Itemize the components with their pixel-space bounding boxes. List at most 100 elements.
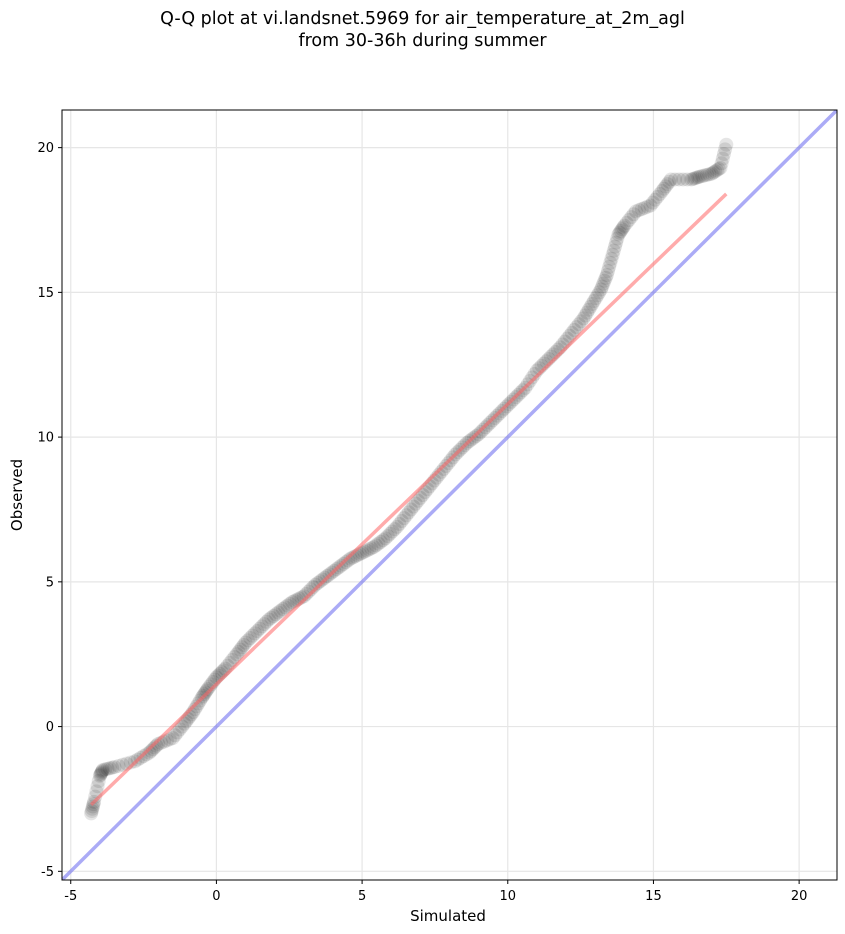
- data-point: [341, 553, 356, 568]
- data-point: [231, 644, 246, 659]
- data-point: [390, 519, 405, 534]
- data-point: [199, 683, 214, 698]
- data-point: [668, 172, 683, 187]
- data-point: [600, 263, 615, 278]
- data-point: [626, 207, 641, 222]
- data-point: [598, 270, 613, 285]
- data-point: [401, 505, 416, 520]
- data-point: [702, 167, 717, 182]
- data-point: [597, 273, 612, 288]
- data-point: [663, 172, 678, 187]
- data-point: [718, 142, 733, 157]
- data-point: [404, 502, 419, 517]
- data-point: [684, 172, 699, 187]
- y-tick-label: 20: [37, 141, 54, 156]
- x-tick-label: -5: [64, 889, 77, 904]
- fit-line-group: [89, 192, 728, 806]
- data-point: [359, 543, 374, 558]
- data-point: [716, 147, 731, 161]
- data-point: [306, 580, 321, 595]
- data-point: [686, 171, 701, 186]
- data-point: [301, 584, 316, 599]
- data-point: [602, 259, 617, 274]
- data-point: [115, 757, 130, 772]
- data-point: [628, 204, 643, 219]
- data-point: [676, 172, 691, 187]
- data-point: [595, 279, 610, 294]
- data-point: [656, 181, 671, 196]
- data-point: [162, 732, 177, 747]
- data-point: [268, 607, 283, 622]
- data-point: [609, 235, 624, 250]
- data-point: [581, 302, 596, 317]
- data-point: [571, 317, 586, 332]
- data-point: [713, 160, 728, 175]
- data-point: [406, 499, 421, 514]
- data-point: [383, 526, 398, 541]
- data-point: [107, 760, 122, 775]
- data-point: [142, 745, 157, 760]
- data-point: [170, 725, 185, 740]
- data-point: [259, 614, 274, 629]
- data-point: [362, 542, 377, 557]
- data-point: [144, 743, 159, 758]
- y-tick-label: 0: [46, 720, 54, 735]
- identity-line: [62, 110, 837, 880]
- data-point: [94, 766, 109, 781]
- data-point: [607, 239, 622, 254]
- data-point: [621, 213, 636, 227]
- data-point: [271, 605, 286, 620]
- data-point: [313, 574, 328, 589]
- data-point: [617, 218, 632, 233]
- data-point: [612, 225, 627, 240]
- data-point: [275, 602, 290, 617]
- data-point: [693, 169, 708, 184]
- data-point: [273, 603, 288, 618]
- x-tick-label: 10: [499, 889, 516, 904]
- data-point: [165, 731, 180, 746]
- data-point: [616, 220, 631, 235]
- data-point: [189, 699, 204, 714]
- data-point: [637, 200, 652, 215]
- data-point: [111, 758, 126, 773]
- data-point: [105, 760, 120, 775]
- data-point: [243, 631, 258, 645]
- data-point: [278, 600, 293, 615]
- data-point: [172, 722, 187, 737]
- data-point: [200, 681, 215, 696]
- plot-frame: [61, 109, 838, 881]
- data-point: [613, 224, 628, 238]
- data-point: [93, 767, 108, 782]
- data-point: [655, 184, 670, 199]
- data-point: [631, 203, 646, 218]
- data-point: [282, 596, 297, 611]
- data-point: [343, 551, 358, 566]
- y-tick-label: 10: [37, 431, 54, 446]
- data-point: [102, 761, 117, 776]
- data-point: [254, 619, 269, 634]
- data-point: [527, 367, 542, 381]
- data-point: [236, 637, 251, 652]
- data-point: [603, 255, 618, 270]
- data-point: [310, 576, 325, 590]
- data-point: [587, 294, 602, 309]
- data-point: [385, 524, 400, 539]
- data-point: [252, 621, 267, 636]
- data-point: [704, 166, 719, 181]
- data-point: [614, 222, 629, 237]
- data-point: [151, 736, 166, 751]
- data-point: [411, 493, 426, 508]
- data-point: [296, 589, 311, 604]
- data-point: [88, 789, 103, 804]
- data-point: [85, 799, 100, 814]
- data-point: [399, 508, 414, 523]
- data-point: [378, 531, 393, 546]
- data-point: [650, 189, 665, 204]
- data-point: [85, 801, 100, 816]
- data-point: [585, 296, 600, 311]
- fit-line: [89, 192, 728, 806]
- data-point: [619, 215, 634, 230]
- data-point: [247, 626, 262, 641]
- data-point: [599, 268, 614, 282]
